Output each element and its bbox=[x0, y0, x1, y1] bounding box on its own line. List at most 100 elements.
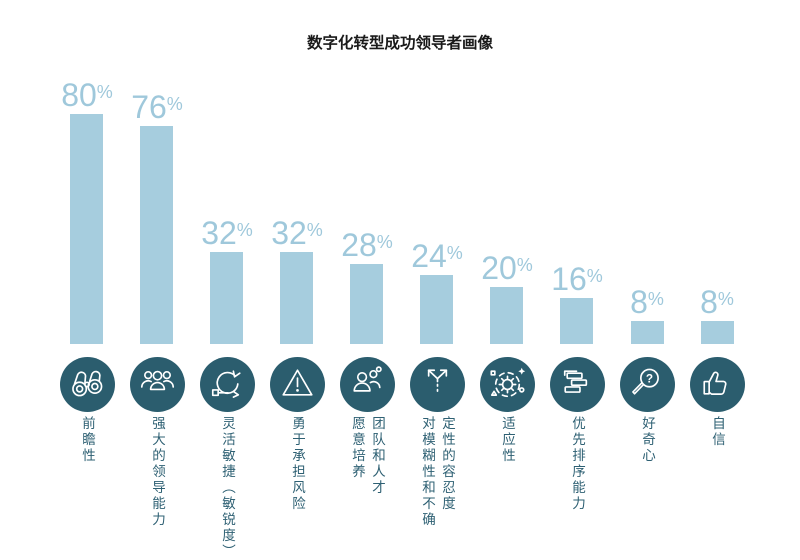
category-label-area: 适应性 bbox=[472, 416, 542, 556]
chart-column: 80% 前瞻性 bbox=[52, 53, 122, 556]
icon-circle bbox=[59, 357, 115, 412]
chart-column: 32% 勇于承担风险 bbox=[262, 53, 332, 556]
bar-value-label: 28% bbox=[341, 225, 393, 262]
percent-sign: % bbox=[647, 289, 664, 309]
bar-value-number: 32 bbox=[201, 215, 237, 251]
icon-circle bbox=[409, 357, 465, 412]
category-label: 优先排序能力 bbox=[570, 416, 585, 512]
bar-value-number: 80 bbox=[61, 77, 97, 113]
icon-circle bbox=[199, 357, 255, 412]
percent-sign: % bbox=[96, 82, 113, 102]
bar-value-number: 16 bbox=[551, 261, 587, 297]
bar-plot: 16% bbox=[551, 53, 603, 344]
bar bbox=[560, 298, 594, 344]
bar-plot: 8% bbox=[700, 53, 734, 344]
category-label-area: 优先排序能力 bbox=[542, 416, 612, 556]
percent-sign: % bbox=[516, 254, 533, 275]
bar-plot: 80% bbox=[61, 53, 113, 344]
icon-circle bbox=[269, 357, 325, 412]
bar bbox=[630, 321, 664, 344]
percent-sign: % bbox=[236, 220, 253, 240]
category-label: 强大的领导能力 bbox=[150, 416, 165, 528]
bar-value-number: 8 bbox=[630, 284, 648, 320]
category-label-area: 团队和人才 愿意培养 bbox=[332, 416, 402, 556]
bar-plot: 32% bbox=[271, 53, 323, 344]
category-label-area: 好奇心 bbox=[612, 416, 682, 556]
bar-value-number: 32 bbox=[271, 215, 307, 251]
agile-cycle-icon bbox=[200, 357, 255, 412]
bar bbox=[140, 125, 174, 344]
bar-plot: 28% bbox=[341, 53, 393, 344]
bar-value-label: 8% bbox=[700, 282, 734, 319]
category-label-area: 自信 bbox=[682, 416, 752, 556]
category-label: 好奇心 bbox=[640, 416, 655, 464]
bar-value-number: 8 bbox=[700, 284, 718, 320]
icon-circle bbox=[549, 357, 605, 412]
percent-sign: % bbox=[586, 266, 603, 286]
bar bbox=[700, 321, 734, 344]
talent-development-icon bbox=[340, 357, 395, 412]
bar-plot: 24% bbox=[411, 53, 463, 344]
bar bbox=[420, 275, 454, 344]
bar-value-number: 24 bbox=[411, 238, 447, 274]
category-label: 自信 bbox=[710, 416, 725, 448]
bar-plot: 32% bbox=[201, 53, 253, 344]
category-label-area: 灵活敏捷（敏锐度） bbox=[192, 416, 262, 560]
bar-value-label: 32% bbox=[201, 213, 253, 250]
icon-circle bbox=[689, 357, 745, 412]
bar-value-number: 20 bbox=[481, 249, 517, 286]
branching-arrows-icon bbox=[410, 357, 465, 412]
category-label: 勇于承担风险 bbox=[290, 416, 305, 512]
chart-column: 8% 自信 bbox=[682, 53, 752, 556]
percent-sign: % bbox=[446, 243, 463, 263]
icon-circle bbox=[339, 357, 395, 412]
bar-plot: 76% bbox=[131, 53, 183, 344]
chart-column: 8% ? 好奇心 bbox=[612, 53, 682, 556]
chart-column: 20% 适应性 bbox=[472, 53, 542, 556]
category-label: 灵活敏捷（敏锐度） bbox=[220, 416, 235, 560]
adaptability-gear-icon bbox=[480, 357, 535, 412]
bar-plot: 8% bbox=[630, 53, 664, 344]
icon-circle bbox=[129, 357, 185, 412]
bar bbox=[490, 286, 524, 344]
percent-sign: % bbox=[306, 220, 323, 240]
percent-sign: % bbox=[376, 231, 393, 252]
category-label-area: 强大的领导能力 bbox=[122, 416, 192, 556]
bar-value-label: 80% bbox=[61, 75, 113, 112]
icon-circle: ? bbox=[619, 357, 675, 412]
bar bbox=[210, 252, 244, 344]
bar bbox=[350, 263, 384, 344]
category-label-area: 定性的容忍度 对模糊性和不确 bbox=[402, 416, 472, 556]
bar bbox=[280, 252, 314, 344]
bar-value-label: 76% bbox=[131, 87, 183, 124]
bar-value-number: 76 bbox=[131, 88, 167, 125]
chart-title: 数字化转型成功领导者画像 bbox=[306, 35, 493, 52]
bar-value-label: 32% bbox=[271, 213, 323, 250]
chart-column: 28% 团队和人才 愿意培养 bbox=[332, 53, 402, 556]
chart-column: 16% 优先排序能力 bbox=[542, 53, 612, 556]
category-label: 适应性 bbox=[500, 416, 515, 464]
priority-stack-icon bbox=[550, 357, 605, 412]
bar-value-label: 20% bbox=[481, 248, 533, 285]
bar-value-label: 8% bbox=[630, 282, 664, 319]
chart-column: 76% 强大的领导能力 bbox=[122, 53, 192, 556]
team-leadership-icon bbox=[130, 357, 185, 412]
chart-column: 32% 灵活敏捷（敏锐度） bbox=[192, 53, 262, 560]
category-label-area: 前瞻性 bbox=[52, 416, 122, 556]
bar bbox=[70, 114, 104, 344]
bar-value-label: 24% bbox=[411, 236, 463, 273]
category-label: 前瞻性 bbox=[80, 416, 95, 464]
curiosity-magnifier-icon: ? bbox=[620, 357, 675, 412]
bar-value-number: 28 bbox=[341, 226, 377, 263]
svg-text:?: ? bbox=[645, 373, 652, 386]
category-label-area: 勇于承担风险 bbox=[262, 416, 332, 556]
bar-plot: 20% bbox=[481, 53, 533, 344]
icon-circle bbox=[479, 357, 535, 412]
binoculars-icon bbox=[60, 357, 115, 412]
thumbs-up-icon bbox=[690, 357, 745, 412]
chart-column: 24% 定性的容忍度 对模糊性和不确 bbox=[402, 53, 472, 556]
percent-sign: % bbox=[717, 289, 734, 309]
percent-sign: % bbox=[166, 93, 183, 114]
bar-value-label: 16% bbox=[551, 259, 603, 296]
